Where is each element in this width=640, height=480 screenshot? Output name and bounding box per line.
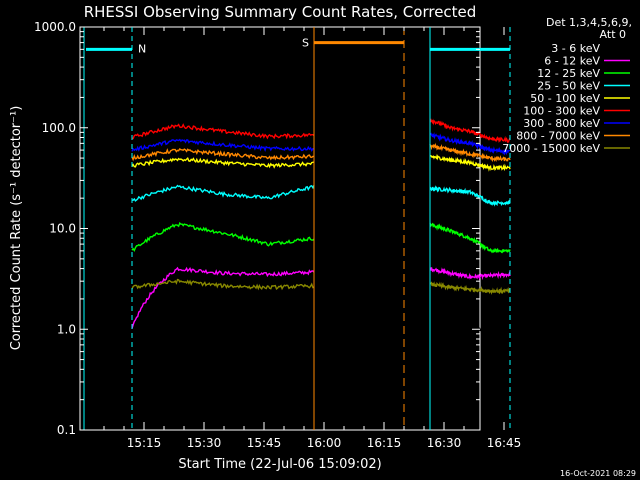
series-line-100to300keV: [131, 123, 315, 140]
legend-label: 800 - 7000 keV: [516, 130, 600, 143]
series-line-7000to15000keV: [131, 278, 315, 291]
x-tick-label: 16:45: [487, 436, 522, 450]
x-tick-label: 15:15: [127, 436, 162, 450]
y-tick-label: 10.0: [49, 222, 76, 236]
night-label: N: [138, 42, 146, 55]
legend-label: 25 - 50 keV: [537, 80, 600, 93]
y-tick-label: 1.0: [57, 322, 76, 336]
legend-label: 100 - 300 keV: [523, 105, 600, 118]
series-line-6to12keV: [131, 266, 315, 329]
chart-title: RHESSI Observing Summary Count Rates, Co…: [84, 3, 477, 21]
y-tick-label: 1000.0: [34, 20, 76, 34]
series-line-50to100keV: [131, 157, 315, 169]
x-tick-label: 16:00: [307, 436, 342, 450]
y-tick-label: 100.0: [42, 121, 76, 135]
series-line-25to50keV: [131, 184, 315, 202]
legend-label: 7000 - 15000 keV: [502, 142, 600, 155]
series-line-7000to15000keV: [429, 281, 511, 295]
series-line-300to800keV: [429, 132, 511, 156]
legend-label: 3 - 6 keV: [551, 42, 600, 55]
x-axis-label: Start Time (22-Jul-06 15:09:02): [178, 457, 381, 472]
series-line-12to25keV: [131, 221, 315, 253]
series-layer: [131, 118, 511, 334]
series-line-12to25keV: [429, 222, 511, 254]
saa-label: S: [302, 37, 309, 50]
y-tick-label: 0.1: [57, 423, 76, 437]
y-axis-label: Corrected Count Rate (s⁻¹ detector⁻¹): [9, 106, 24, 351]
series-line-100to300keV: [429, 118, 511, 144]
legend-header-line2: Att 0: [600, 28, 626, 41]
axis-layer: 0.1 1.0 10.0 100.0 1000.0 15:15 15:30 15:45 16:0…: [34, 20, 521, 450]
x-tick-label: 16:30: [427, 436, 462, 450]
series-line-300to800keV: [131, 138, 315, 152]
legend-label: 50 - 100 keV: [530, 92, 600, 105]
x-tick-label: 15:30: [187, 436, 222, 450]
x-tick-label: 15:45: [247, 436, 282, 450]
legend-label: 12 - 25 keV: [537, 67, 600, 80]
generation-timestamp: 16-Oct-2021 08:29: [560, 469, 636, 478]
series-line-3to6keV: [131, 325, 315, 333]
series-line-50to100keV: [429, 153, 511, 172]
legend-label: 6 - 12 keV: [544, 55, 600, 68]
legend-header-line1: Det 1,3,4,5,6,9,: [546, 16, 632, 29]
legend-label: 300 - 800 keV: [523, 117, 600, 130]
series-line-25to50keV: [429, 185, 511, 207]
series-line-800to7000keV: [131, 148, 315, 162]
series-line-6to12keV: [429, 267, 511, 281]
series-line-800to7000keV: [429, 142, 511, 163]
series-line-3to6keV: [430, 324, 511, 334]
x-tick-label: 16:15: [367, 436, 402, 450]
